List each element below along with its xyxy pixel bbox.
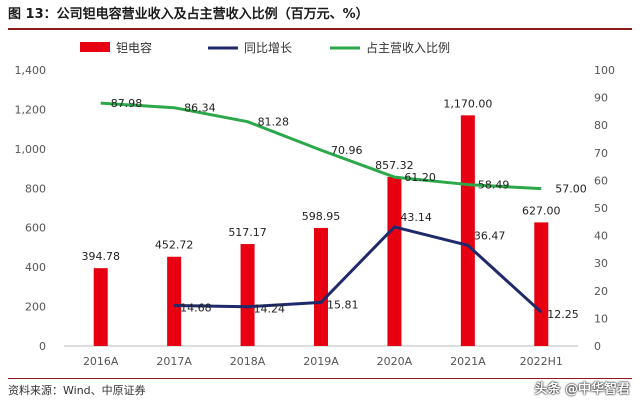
growth-data-label: 14.24 <box>254 303 285 316</box>
share-data-label: 57.00 <box>555 183 587 196</box>
growth-line <box>174 225 543 314</box>
x-tick-label: 2022H1 <box>520 355 563 368</box>
x-tick-label: 2017A <box>156 355 192 368</box>
share-data-label: 58.49 <box>478 179 510 192</box>
figure-title: 图 13：公司钽电容营业收入及占主营收入比例（百万元、%） <box>8 7 369 22</box>
bar-data-label: 517.17 <box>228 226 267 239</box>
bar <box>314 227 328 346</box>
y-right-tick-label: 0 <box>594 340 601 353</box>
bar-data-label: 1,170.00 <box>443 97 492 110</box>
bar-data-label: 598.95 <box>302 210 341 223</box>
growth-data-label: 15.81 <box>327 298 359 311</box>
growth-data-label: 36.47 <box>474 229 506 242</box>
legend-label: 钽电容 <box>116 40 152 55</box>
footer-rule <box>8 378 632 379</box>
bar-data-label: 452.72 <box>155 239 194 252</box>
bar-data-label: 627.00 <box>522 204 561 217</box>
y-left-tick-label: 0 <box>39 340 46 353</box>
y-left-tick-label: 1,200 <box>15 103 47 116</box>
legend-label: 占主营收入比例 <box>366 40 450 55</box>
bar <box>460 115 475 346</box>
y-right-tick-label: 10 <box>594 312 608 325</box>
y-left-tick-label: 600 <box>25 222 46 235</box>
y-right-tick-label: 80 <box>594 119 608 132</box>
growth-data-label: 43.14 <box>400 211 432 224</box>
share-data-label: 87.98 <box>111 97 143 110</box>
y-right-tick-label: 90 <box>594 92 608 105</box>
legend-label: 同比增长 <box>244 41 292 55</box>
y-left-tick-label: 1,000 <box>15 143 47 156</box>
bar <box>387 176 402 346</box>
x-tick-label: 2021A <box>450 355 486 368</box>
bar <box>93 268 108 346</box>
y-right-tick-label: 40 <box>594 230 608 243</box>
share-data-label: 70.96 <box>331 144 363 157</box>
x-tick-label: 2019A <box>303 355 339 368</box>
bar-data-label: 857.32 <box>375 159 414 172</box>
watermark: 头条 @中华智君 <box>534 382 630 397</box>
y-left-tick-label: 1,400 <box>15 64 47 77</box>
x-tick-label: 2016A <box>83 355 119 368</box>
title-rule <box>8 28 632 30</box>
y-right-tick-label: 70 <box>594 147 608 160</box>
x-tick-label: 2018A <box>230 355 266 368</box>
growth-data-label: 14.68 <box>180 301 212 314</box>
legend-swatch-bar <box>80 42 110 52</box>
y-right-tick-label: 30 <box>594 257 608 270</box>
x-tick-label: 2020A <box>377 355 413 368</box>
bar <box>534 222 549 346</box>
share-data-label: 81.28 <box>258 116 290 129</box>
y-right-tick-label: 100 <box>594 64 615 77</box>
share-line <box>100 101 542 191</box>
bar-data-label: 394.78 <box>81 250 120 263</box>
y-left-tick-label: 200 <box>25 301 46 314</box>
y-left-tick-label: 400 <box>25 261 46 274</box>
share-data-label: 61.20 <box>404 171 436 184</box>
bar <box>240 244 255 346</box>
y-right-tick-label: 60 <box>594 174 608 187</box>
growth-data-label: 12.25 <box>547 308 579 321</box>
share-data-label: 86.34 <box>184 102 216 115</box>
bar <box>167 256 182 346</box>
y-right-tick-label: 50 <box>594 202 608 215</box>
y-left-tick-label: 800 <box>25 182 46 195</box>
y-right-tick-label: 20 <box>594 285 608 298</box>
source-note: 资料来源：Wind、中原证券 <box>8 384 146 397</box>
